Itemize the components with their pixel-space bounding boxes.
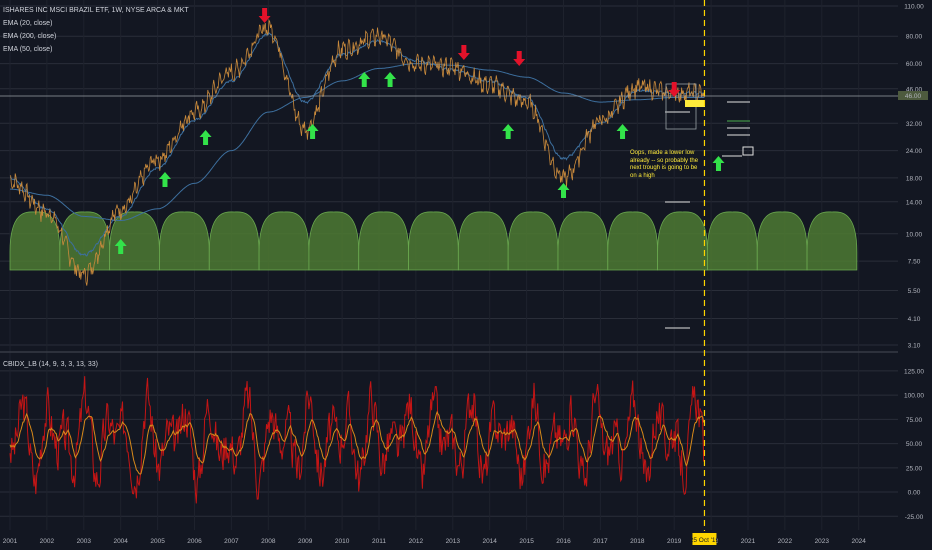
time-axis-bg: [0, 531, 932, 550]
ema20-legend[interactable]: EMA (20, close): [3, 20, 53, 27]
year-tick-label: 2019: [667, 538, 682, 545]
oscillator-tick-label: 0.00: [908, 490, 921, 497]
signal-arrows: [114, 8, 725, 254]
year-tick-label: 2014: [482, 538, 497, 545]
price-tick-label: 14.00: [906, 199, 923, 206]
cycle-arc: [457, 211, 509, 271]
cycle-arc: [707, 211, 758, 271]
cycle-arc: [756, 211, 808, 271]
cycle-arc: [408, 211, 459, 271]
price-tick-label: 32.00: [906, 121, 923, 128]
oscillator-tick-label: 25.00: [906, 465, 923, 472]
price-tick-label: 24.00: [906, 148, 923, 155]
price-tick-label: 5.50: [908, 288, 921, 295]
year-tick-label: 2021: [741, 538, 756, 545]
cycle-arc: [557, 211, 609, 271]
price-tick-label: 10.00: [906, 231, 923, 238]
year-tick-label: 2004: [113, 538, 128, 545]
cycle-arc: [607, 211, 658, 271]
oscillator-tick-label: 100.00: [904, 393, 924, 400]
year-tick-label: 2003: [77, 538, 92, 545]
price-tick-label: 80.00: [906, 34, 923, 41]
date-badge-label: 25 Oct '19: [690, 537, 720, 544]
signal-line: [9, 410, 705, 475]
up-arrow-icon: [712, 156, 725, 171]
year-tick-label: 2009: [298, 538, 313, 545]
down-arrow-icon: [457, 45, 470, 60]
down-arrow-icon: [258, 8, 271, 23]
ema50-legend[interactable]: EMA (50, close): [3, 46, 53, 53]
ema200-legend[interactable]: EMA (200, close): [3, 33, 57, 40]
indicator-legend[interactable]: CBIDX_LB (14, 9, 3, 3, 13, 33): [3, 361, 98, 368]
year-tick-label: 2022: [778, 538, 793, 545]
cycle-arc: [258, 211, 310, 271]
date-badge: [692, 533, 717, 545]
cycle-arc: [657, 211, 708, 271]
price-tick-label: 46.00: [906, 86, 923, 93]
price-tick-label: 60.00: [906, 61, 923, 68]
price-line: [9, 18, 705, 286]
up-arrow-icon: [384, 72, 397, 87]
year-tick-label: 2001: [3, 538, 18, 545]
price-badge-label: 46.00: [905, 93, 922, 100]
year-tick-label: 2018: [630, 538, 645, 545]
price-badge: [898, 91, 928, 100]
oscillator-tick-label: 50.00: [906, 441, 923, 448]
oscillator-tick-label: 125.00: [904, 368, 924, 375]
annotation-note[interactable]: Oops, made a lower low already -- so pro…: [630, 150, 699, 179]
projection-levels: [0, 83, 898, 329]
cycle-arc: [806, 211, 858, 271]
price-tick-label: 110.00: [904, 4, 924, 11]
down-arrow-icon: [513, 51, 526, 66]
oscillator-panel: [9, 376, 705, 504]
year-tick-label: 2011: [372, 538, 386, 545]
year-tick-label: 2002: [40, 538, 55, 545]
cycle-arc: [358, 211, 409, 271]
date-marker: 25 Oct '19: [690, 0, 720, 545]
ema200-line: [10, 63, 705, 221]
cycle-arc: [109, 211, 160, 271]
year-tick-label: 2023: [815, 538, 830, 545]
down-arrow-icon: [668, 82, 681, 97]
cycle-arc: [9, 211, 61, 271]
oscillator-tick-label: -25.00: [905, 514, 924, 521]
year-tick-label: 2006: [187, 538, 202, 545]
up-arrow-icon: [306, 124, 319, 139]
year-tick-label: 2012: [409, 538, 424, 545]
up-arrow-icon: [616, 124, 629, 139]
up-arrow-icon: [199, 130, 212, 145]
year-tick-label: 2017: [593, 538, 608, 545]
oscillator-line: [9, 376, 705, 504]
cycle-arc: [159, 211, 210, 271]
up-arrow-icon: [358, 72, 371, 87]
cycle-arc: [208, 211, 260, 271]
price-tick-label: 3.10: [908, 343, 921, 350]
year-tick-label: 2013: [446, 538, 461, 545]
up-arrow-icon: [557, 183, 570, 198]
up-arrow-icon: [114, 239, 127, 254]
year-tick-label: 2010: [335, 538, 350, 545]
price-tick-label: 7.50: [908, 259, 921, 266]
cycle-arc: [308, 211, 360, 271]
year-tick-label: 2015: [519, 538, 534, 545]
highlight-band: [685, 100, 705, 107]
year-tick-label: 2005: [150, 538, 165, 545]
up-arrow-icon: [502, 124, 515, 139]
year-tick-label: 2008: [261, 538, 276, 545]
price-tick-label: 18.00: [906, 175, 923, 182]
price-tick-label: 4.10: [908, 316, 921, 323]
year-tick-label: 2007: [224, 538, 239, 545]
target-box: [742, 146, 754, 156]
symbol-title[interactable]: ISHARES INC MSCI BRAZIL ETF, 1W, NYSE AR…: [3, 7, 189, 14]
year-tick-label: 2024: [851, 538, 866, 545]
oscillator-tick-label: 75.00: [906, 417, 923, 424]
cycle-arcs: [9, 211, 858, 271]
price-series: [9, 18, 705, 286]
cycle-arc: [507, 211, 559, 271]
year-tick-label: 2016: [556, 538, 571, 545]
up-arrow-icon: [158, 172, 171, 187]
